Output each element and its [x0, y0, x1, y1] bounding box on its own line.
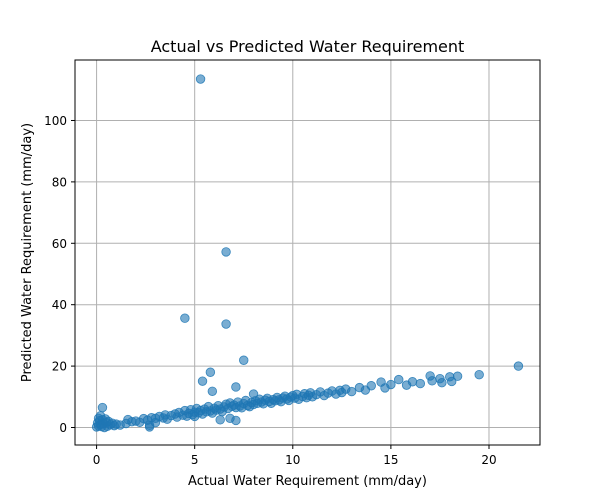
data-point [221, 247, 231, 257]
x-tick-label: 20 [481, 453, 496, 467]
data-points [91, 74, 524, 433]
data-point [437, 377, 447, 388]
x-tick-label: 0 [93, 453, 101, 467]
data-point [407, 377, 418, 387]
data-point [207, 386, 218, 396]
y-tick-label: 0 [59, 421, 67, 435]
x-tick-label: 10 [285, 453, 300, 467]
data-point [415, 378, 426, 389]
data-point [346, 386, 357, 397]
data-point [221, 319, 231, 329]
data-point [452, 371, 463, 381]
y-axis-label: Predicted Water Requirement (mm/day) [20, 123, 35, 382]
data-point [239, 355, 249, 365]
y-tick-label: 60 [52, 237, 67, 251]
y-tick-label: 40 [52, 298, 67, 312]
axis-ticks: 0 5 10 15 20 0 20 40 60 80 100 [44, 114, 497, 467]
data-point [394, 374, 404, 385]
data-point [231, 382, 241, 392]
data-point [197, 376, 208, 386]
y-tick-label: 80 [52, 175, 67, 189]
y-tick-label: 100 [44, 114, 67, 128]
x-tick-label: 15 [383, 453, 398, 467]
data-point [97, 402, 108, 413]
data-point [386, 379, 396, 390]
data-point [215, 415, 225, 425]
data-point [195, 74, 206, 84]
data-point [474, 369, 484, 380]
data-point [225, 413, 235, 423]
data-point [427, 376, 437, 386]
data-point [513, 361, 524, 371]
x-tick-label: 5 [191, 453, 199, 467]
chart-title: Actual vs Predicted Water Requirement [151, 37, 465, 56]
x-axis-label: Actual Water Requirement (mm/day) [188, 474, 427, 489]
data-point [180, 313, 190, 323]
y-tick-label: 20 [52, 360, 67, 374]
data-point [366, 381, 376, 391]
axes-frame [74, 59, 541, 446]
data-point [205, 367, 216, 377]
data-point [447, 376, 457, 387]
data-point [248, 389, 259, 399]
data-point [144, 422, 155, 432]
